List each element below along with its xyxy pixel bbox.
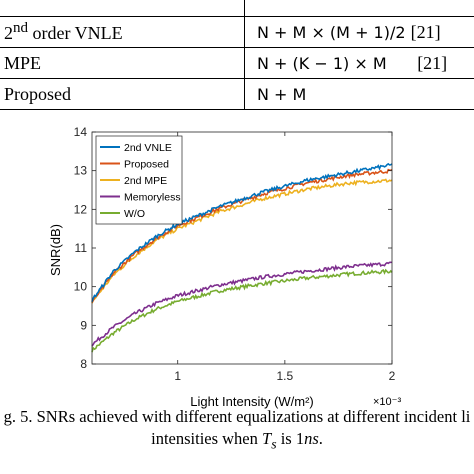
- x-axis-exponent: ×10⁻³: [373, 396, 401, 408]
- x-tick-label: 2: [389, 369, 396, 383]
- table-row: MPE N + (K − 1) × M [21]: [0, 47, 474, 79]
- y-tick-label: 11: [75, 241, 88, 255]
- complexity-formula: N + M × (M + 1)/2: [257, 22, 406, 42]
- series-line-2nd-vnle: [91, 162, 393, 302]
- table-row: 2nd order VNLE N + M × (M + 1)/2 [21]: [0, 16, 474, 48]
- method-text: MPE: [4, 52, 42, 73]
- table-row-cut: [0, 0, 474, 17]
- y-tick-label: 12: [74, 202, 88, 216]
- legend: 2nd VNLE Proposed 2nd MPE Memoryless W/O: [95, 135, 183, 225]
- complexity-cell: N + (K − 1) × M [21]: [244, 47, 474, 79]
- series-line-memoryless: [91, 261, 393, 347]
- caption-line-2: intensities when Ts is 1ns.: [0, 428, 474, 455]
- caption-text: is 1: [276, 429, 305, 448]
- method-cell: MPE: [0, 47, 245, 79]
- complexity-formula: N + M: [257, 84, 307, 104]
- caption-line-1: g. 5. SNRs achieved with different equal…: [3, 407, 471, 426]
- y-tick-label: 8: [80, 357, 87, 371]
- x-tick-label: 1.5: [277, 369, 294, 383]
- series-line-w-o: [91, 268, 393, 353]
- series-lines: [91, 162, 393, 353]
- complexity-table: 2nd order VNLE N + M × (M + 1)/2 [21] MP…: [0, 0, 474, 110]
- method-cell: Proposed: [0, 78, 245, 110]
- snr-chart: 8 9 10 11 12 13 14 1 1.5 2 2nd VNLE Proposed 2nd MP…: [48, 125, 401, 409]
- legend-label: 2nd VNLE: [124, 142, 172, 154]
- y-tick-label: 14: [74, 125, 88, 139]
- table-row: Proposed N + M: [0, 78, 474, 110]
- caption-variable: T: [262, 429, 272, 448]
- y-tick-label: 13: [74, 164, 88, 178]
- series-line-2nd-mpe: [91, 178, 393, 304]
- complexity-cell: N + M × (M + 1)/2 [21]: [244, 16, 474, 48]
- figure-caption: g. 5. SNRs achieved with different equal…: [0, 406, 474, 455]
- table-cell-cut-left: [0, 0, 245, 17]
- y-axis-label: SNR(dB): [48, 224, 63, 276]
- legend-label: Memoryless: [124, 192, 181, 204]
- caption-text: intensities when: [151, 429, 263, 448]
- method-sup: nd: [13, 20, 28, 36]
- axes: 8 9 10 11 12 13 14 1 1.5 2: [74, 125, 396, 383]
- method-text: Proposed: [4, 83, 71, 104]
- legend-label: 2nd MPE: [124, 175, 167, 187]
- method-cell: 2nd order VNLE: [0, 16, 245, 48]
- legend-label: W/O: [124, 208, 145, 220]
- y-tick-label: 10: [74, 280, 88, 294]
- caption-text: .: [318, 429, 323, 448]
- caption-unit: ns: [304, 429, 319, 448]
- caption-subscript: s: [271, 436, 277, 452]
- method-text: 2: [4, 23, 13, 43]
- x-tick-label: 1: [174, 369, 181, 383]
- reference: [21]: [417, 52, 448, 73]
- method-text-suffix: order VNLE: [28, 23, 123, 43]
- y-tick-label: 9: [80, 318, 87, 332]
- x-axis-label: Light Intensity (W/m²): [190, 394, 314, 409]
- complexity-cell: N + M: [244, 78, 474, 110]
- complexity-formula: N + (K − 1) × M: [257, 53, 387, 73]
- legend-label: Proposed: [124, 159, 169, 171]
- table-cell-cut-right: [244, 0, 474, 17]
- reference: [21]: [410, 21, 441, 42]
